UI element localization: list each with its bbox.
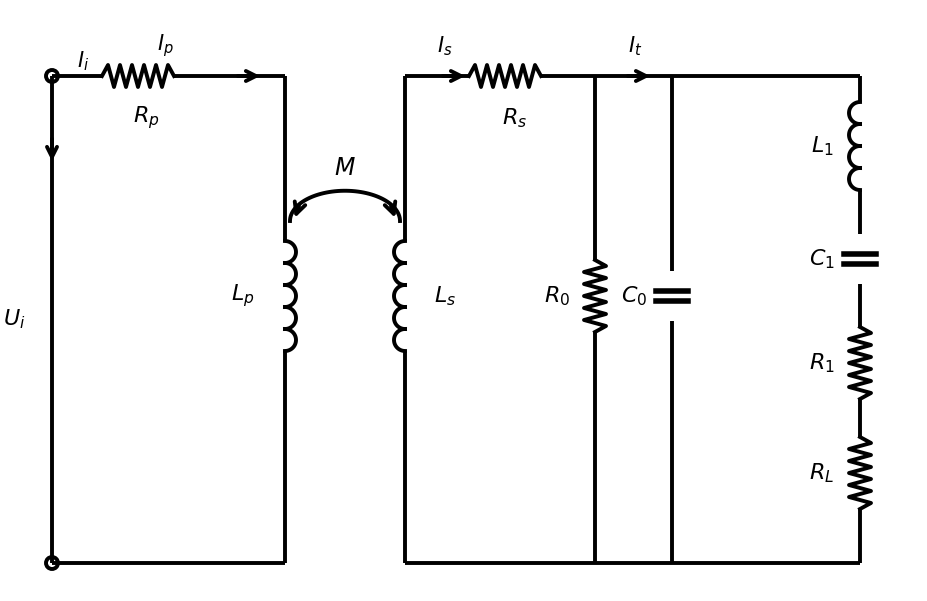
Text: $L_s$: $L_s$ (434, 284, 455, 308)
Text: $R_0$: $R_0$ (543, 284, 569, 308)
Text: $R_s$: $R_s$ (502, 106, 527, 130)
Text: $I_s$: $I_s$ (437, 34, 452, 58)
Text: $I_i$: $I_i$ (77, 49, 89, 73)
Text: $U_i$: $U_i$ (3, 308, 25, 331)
Text: $L_p$: $L_p$ (231, 282, 255, 310)
Text: $R_p$: $R_p$ (133, 105, 159, 132)
Text: $C_1$: $C_1$ (808, 247, 834, 271)
Text: $R_L$: $R_L$ (808, 461, 833, 485)
Text: $R_1$: $R_1$ (808, 351, 834, 375)
Text: $I_p$: $I_p$ (157, 32, 173, 59)
Text: $L_1$: $L_1$ (810, 134, 832, 158)
Text: $I_t$: $I_t$ (628, 34, 641, 58)
Text: $C_0$: $C_0$ (620, 284, 646, 308)
Text: $M$: $M$ (334, 156, 355, 180)
